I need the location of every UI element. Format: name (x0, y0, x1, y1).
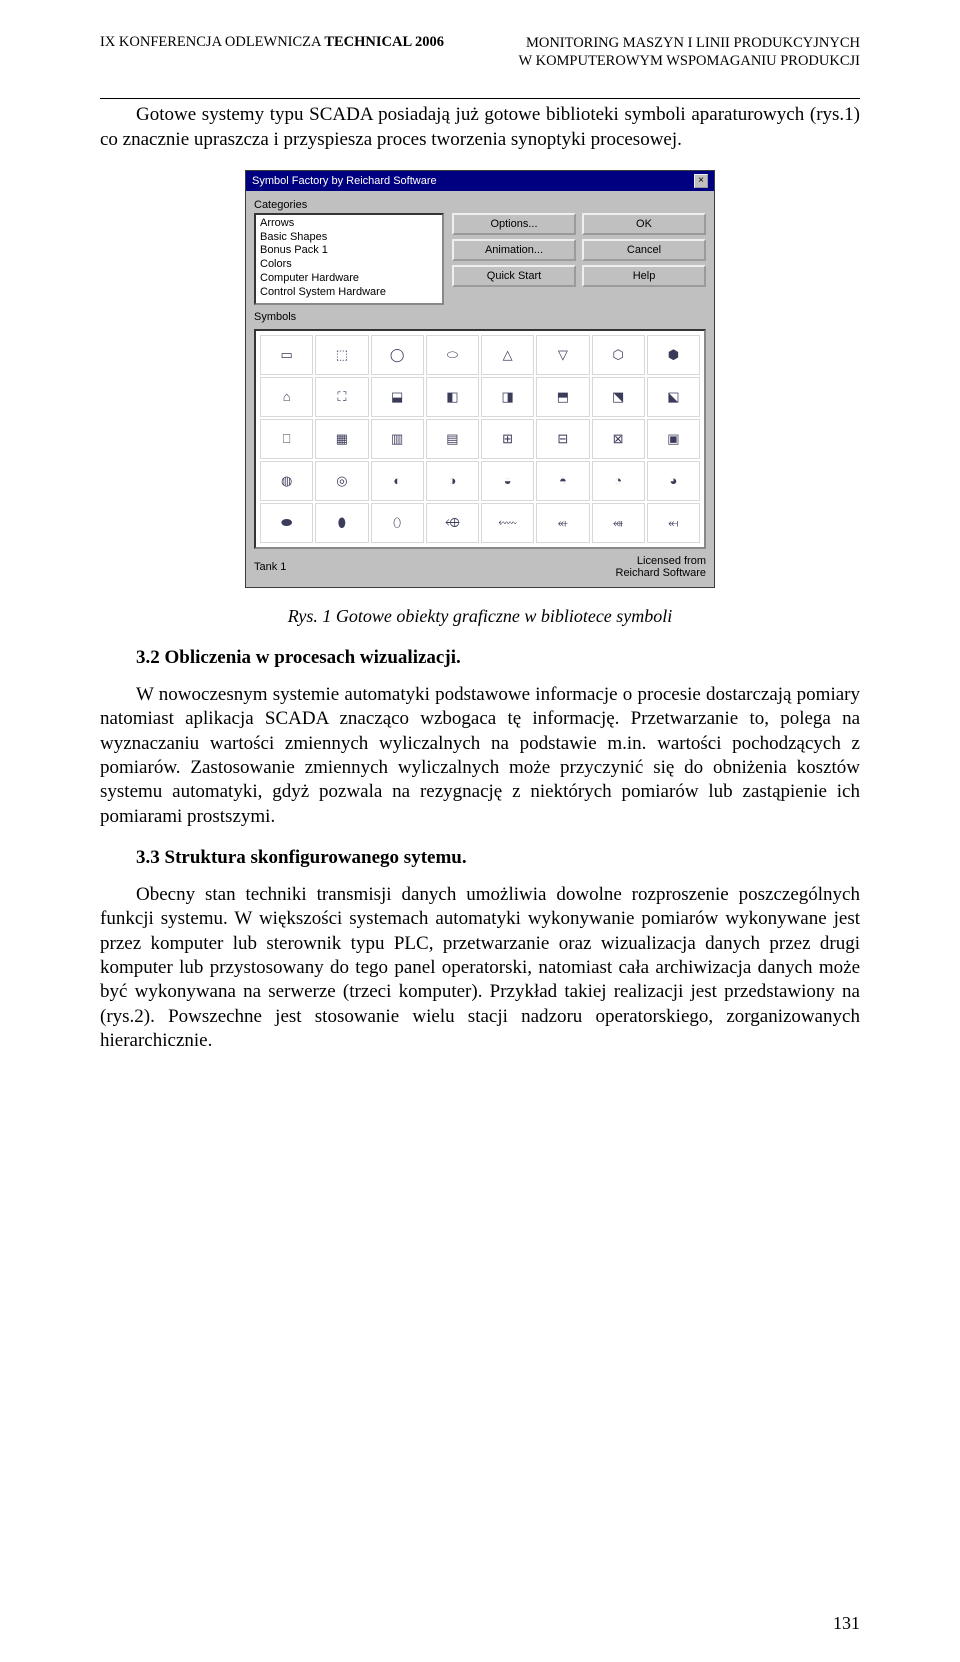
symbol-cell[interactable]: ⬡ (592, 335, 645, 375)
symbol-cell[interactable]: ⬒ (536, 377, 589, 417)
section-3-2-paragraph: W nowoczesnym systemie automatyki podsta… (100, 683, 860, 829)
list-item[interactable]: Basic Shapes (260, 231, 438, 245)
symbol-cell[interactable]: ▣ (647, 419, 700, 459)
window-titlebar: Symbol Factory by Reichard Software × (246, 171, 714, 191)
symbols-grid[interactable]: ▭⬚◯⬭△▽⬡⬢ ⌂⛶⬓◧◨⬒⬔⬕ ⎕▦▥▤⊞⊟⊠▣ ◍◎◐◑◒◓◔◕ ⬬⬮⬯⬲⬳⬴⬵⬶ (254, 329, 706, 549)
symbols-label: Symbols (254, 311, 706, 323)
section-3-3-heading: 3.3 Struktura skonfigurowanego sytemu. (136, 847, 860, 869)
symbol-cell[interactable]: ◒ (481, 461, 534, 501)
window-title-text: Symbol Factory by Reichard Software (252, 175, 437, 187)
header-right-line2: W KOMPUTEROWYM WSPOMAGANIU PRODUKCJI (519, 52, 860, 70)
symbol-cell[interactable]: ⬵ (592, 503, 645, 543)
symbol-cell[interactable]: ◓ (536, 461, 589, 501)
section-3-3-paragraph: Obecny stan techniki transmisji danych u… (100, 883, 860, 1053)
symbol-cell[interactable]: ▽ (536, 335, 589, 375)
section-3-2-heading: 3.2 Obliczenia w procesach wizualizacji. (136, 647, 860, 669)
header-right: MONITORING MASZYN I LINII PRODUKCYJNYCH … (519, 34, 860, 70)
symbol-cell[interactable]: ◯ (371, 335, 424, 375)
list-item[interactable]: Computer Hardware (260, 272, 438, 286)
window-body: Categories Arrows Basic Shapes Bonus Pac… (246, 191, 714, 587)
window-top-row: Arrows Basic Shapes Bonus Pack 1 Colors … (254, 213, 706, 305)
page-header: IX KONFERENCJA ODLEWNICZA TECHNICAL 2006… (100, 34, 860, 70)
license-line1: Licensed from (616, 555, 707, 567)
window-footer: Tank 1 Licensed from Reichard Software (254, 555, 706, 579)
symbol-cell[interactable]: ⬳ (481, 503, 534, 543)
cancel-button[interactable]: Cancel (582, 239, 706, 261)
symbol-cell[interactable]: ▥ (371, 419, 424, 459)
categories-label: Categories (254, 199, 706, 211)
symbol-cell[interactable]: ⬶ (647, 503, 700, 543)
header-right-line1: MONITORING MASZYN I LINII PRODUKCYJNYCH (519, 34, 860, 52)
symbol-cell[interactable]: ▦ (315, 419, 368, 459)
symbol-cell[interactable]: ◕ (647, 461, 700, 501)
symbol-cell[interactable]: ⎕ (260, 419, 313, 459)
button-column: Options... OK Animation... Cancel Quick … (452, 213, 706, 287)
header-left-prefix: IX KONFERENCJA ODLEWNICZA (100, 34, 324, 50)
symbol-cell[interactable]: ◔ (592, 461, 645, 501)
symbol-cell[interactable]: ⬮ (315, 503, 368, 543)
quick-start-button[interactable]: Quick Start (452, 265, 576, 287)
license-line2: Reichard Software (616, 567, 707, 579)
symbol-cell[interactable]: ▭ (260, 335, 313, 375)
symbol-cell[interactable]: ⬭ (426, 335, 479, 375)
list-item[interactable]: Control System Hardware (260, 286, 438, 300)
symbol-cell[interactable]: ⬢ (647, 335, 700, 375)
close-icon[interactable]: × (694, 174, 708, 188)
symbol-cell[interactable]: ⬕ (647, 377, 700, 417)
symbol-cell[interactable]: ⬯ (371, 503, 424, 543)
header-rule (100, 98, 860, 99)
symbol-cell[interactable]: ⛶ (315, 377, 368, 417)
figure-caption: Rys. 1 Gotowe obiekty graficzne w biblio… (288, 606, 673, 627)
symbol-cell[interactable]: ◧ (426, 377, 479, 417)
list-item[interactable]: Colors (260, 258, 438, 272)
page-number: 131 (833, 1613, 860, 1634)
list-item[interactable]: Arrows (260, 217, 438, 231)
symbol-cell[interactable]: ⊟ (536, 419, 589, 459)
selected-symbol-label: Tank 1 (254, 561, 286, 573)
header-left: IX KONFERENCJA ODLEWNICZA TECHNICAL 2006 (100, 34, 444, 51)
list-item[interactable]: Bonus Pack 1 (260, 244, 438, 258)
symbol-cell[interactable]: ◎ (315, 461, 368, 501)
symbol-cell[interactable]: △ (481, 335, 534, 375)
intro-paragraph: Gotowe systemy typu SCADA posiadają już … (100, 103, 860, 152)
license-label: Licensed from Reichard Software (616, 555, 707, 579)
options-button[interactable]: Options... (452, 213, 576, 235)
header-left-bold: TECHNICAL 2006 (324, 34, 444, 50)
figure-1: Symbol Factory by Reichard Software × Ca… (100, 170, 860, 627)
symbol-cell[interactable]: ⊠ (592, 419, 645, 459)
symbol-cell[interactable]: ⬚ (315, 335, 368, 375)
symbol-cell[interactable]: ⬲ (426, 503, 479, 543)
symbol-cell[interactable]: ◑ (426, 461, 479, 501)
symbol-cell[interactable]: ⬴ (536, 503, 589, 543)
help-button[interactable]: Help (582, 265, 706, 287)
categories-listbox[interactable]: Arrows Basic Shapes Bonus Pack 1 Colors … (254, 213, 444, 305)
symbol-cell[interactable]: ⊞ (481, 419, 534, 459)
symbol-factory-window: Symbol Factory by Reichard Software × Ca… (245, 170, 715, 588)
symbol-cell[interactable]: ▤ (426, 419, 479, 459)
animation-button[interactable]: Animation... (452, 239, 576, 261)
symbol-cell[interactable]: ◐ (371, 461, 424, 501)
symbol-cell[interactable]: ⬔ (592, 377, 645, 417)
symbol-cell[interactable]: ⬬ (260, 503, 313, 543)
symbol-cell[interactable]: ◍ (260, 461, 313, 501)
page: IX KONFERENCJA ODLEWNICZA TECHNICAL 2006… (0, 0, 960, 1662)
ok-button[interactable]: OK (582, 213, 706, 235)
symbol-cell[interactable]: ◨ (481, 377, 534, 417)
symbol-cell[interactable]: ⌂ (260, 377, 313, 417)
symbol-cell[interactable]: ⬓ (371, 377, 424, 417)
